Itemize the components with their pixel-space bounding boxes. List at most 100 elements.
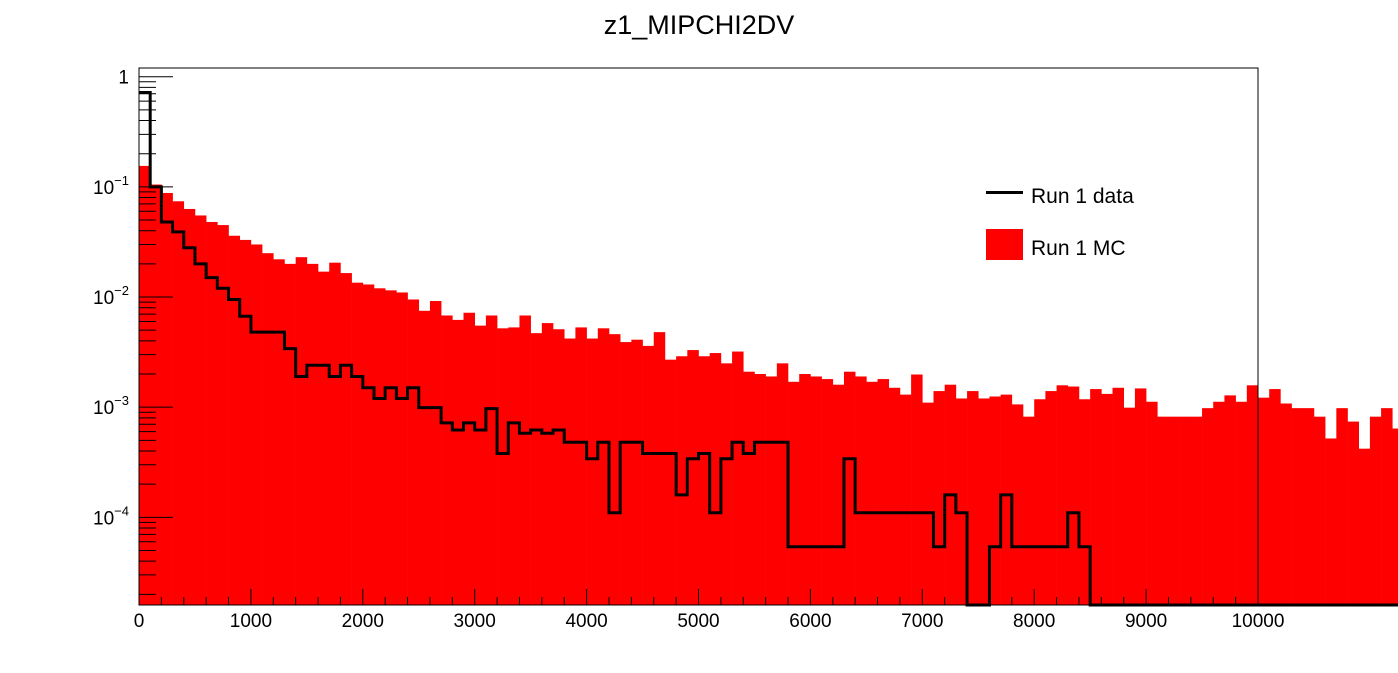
mc-histogram-bars bbox=[139, 165, 1398, 606]
mc-bar bbox=[933, 391, 945, 605]
mc-bar bbox=[351, 282, 364, 605]
mc-bar bbox=[698, 356, 710, 605]
mc-bar bbox=[821, 379, 834, 605]
mc-bar bbox=[586, 338, 599, 605]
x-tick-label: 6000 bbox=[789, 611, 831, 632]
mc-bar bbox=[1381, 408, 1393, 605]
legend-mc-swatch bbox=[986, 229, 1023, 260]
x-tick-label: 7000 bbox=[901, 611, 943, 632]
mc-bar bbox=[519, 315, 531, 605]
mc-bar bbox=[1213, 401, 1225, 605]
mc-bar bbox=[899, 394, 912, 605]
mc-bar bbox=[318, 271, 330, 605]
mc-bar bbox=[720, 363, 733, 605]
mc-bar bbox=[239, 239, 252, 605]
mc-bar bbox=[866, 381, 878, 605]
mc-bar bbox=[676, 356, 688, 605]
y-tick-label: 10−2 bbox=[93, 283, 129, 309]
mc-bar bbox=[485, 315, 498, 605]
mc-bar bbox=[284, 263, 296, 605]
mc-bar bbox=[843, 371, 856, 605]
mc-bar bbox=[1045, 391, 1057, 605]
mc-bar bbox=[1258, 397, 1270, 605]
legend-data-label: Run 1 data bbox=[1031, 185, 1134, 208]
mc-bar bbox=[396, 292, 408, 605]
mc-bar bbox=[553, 329, 565, 605]
mc-bar bbox=[631, 339, 643, 605]
mc-bar bbox=[1101, 393, 1113, 605]
mc-bar bbox=[597, 328, 610, 605]
y-tick-label: 10−3 bbox=[93, 393, 129, 419]
mc-bar bbox=[262, 253, 274, 605]
mc-bar bbox=[1280, 403, 1292, 605]
mc-bar bbox=[541, 323, 554, 605]
x-tick-label: 4000 bbox=[565, 611, 607, 632]
mc-bar bbox=[1000, 394, 1013, 605]
mc-bar bbox=[978, 398, 990, 605]
mc-bar bbox=[799, 374, 811, 605]
x-tick-label: 1000 bbox=[230, 611, 272, 632]
mc-bar bbox=[1157, 416, 1169, 605]
mc-bar bbox=[888, 387, 901, 605]
mc-bar bbox=[810, 376, 822, 605]
mc-bar bbox=[1325, 438, 1337, 605]
mc-bar bbox=[653, 332, 666, 605]
mc-bar bbox=[608, 334, 621, 605]
mc-bar bbox=[206, 221, 218, 606]
mc-bar bbox=[1067, 386, 1080, 605]
mc-bar bbox=[1336, 408, 1348, 605]
y-tick-label: 10−4 bbox=[93, 503, 129, 529]
mc-bar bbox=[911, 374, 923, 605]
x-tick-label: 3000 bbox=[454, 611, 496, 632]
mc-bar bbox=[1190, 416, 1203, 605]
mc-bar bbox=[955, 398, 968, 605]
mc-bar bbox=[228, 235, 241, 605]
axis-ticks bbox=[138, 76, 1259, 605]
mc-bar bbox=[922, 402, 934, 605]
mc-bar bbox=[1291, 408, 1304, 605]
mc-bar bbox=[1246, 385, 1259, 605]
x-tick-label: 9000 bbox=[1125, 611, 1167, 632]
mc-bar bbox=[1179, 416, 1192, 605]
x-tick-label: 0 bbox=[134, 611, 145, 632]
mc-bar bbox=[463, 312, 475, 605]
mc-bar bbox=[1269, 389, 1281, 605]
mc-bar bbox=[530, 333, 543, 605]
mc-bar bbox=[1011, 404, 1024, 605]
mc-bar bbox=[664, 359, 677, 605]
mc-bar bbox=[217, 225, 229, 605]
mc-bar bbox=[855, 376, 867, 605]
mc-bar bbox=[295, 257, 308, 605]
legend: Run 1 data Run 1 MC bbox=[986, 185, 1134, 260]
mc-bar bbox=[373, 288, 386, 605]
mc-bar bbox=[1392, 428, 1398, 605]
mc-bar bbox=[575, 327, 587, 605]
mc-bar bbox=[832, 384, 845, 605]
mc-bar bbox=[1023, 416, 1035, 605]
chart-title: z1_MIPCHI2DV bbox=[604, 10, 795, 40]
mc-bar bbox=[1123, 407, 1136, 605]
mc-bar bbox=[362, 284, 375, 605]
mc-bar bbox=[1056, 385, 1069, 605]
mc-bar bbox=[508, 327, 520, 605]
mc-bar bbox=[642, 345, 655, 605]
mc-bar bbox=[765, 376, 778, 605]
mc-bar bbox=[340, 273, 352, 605]
mc-bar bbox=[743, 371, 755, 605]
mc-bar bbox=[1146, 401, 1158, 605]
legend-data-swatch bbox=[986, 191, 1023, 194]
mc-bar bbox=[1313, 416, 1326, 605]
mc-bar bbox=[1134, 388, 1147, 605]
mc-bar bbox=[754, 374, 766, 605]
x-tick-label: 8000 bbox=[1013, 611, 1055, 632]
mc-bar bbox=[1369, 416, 1382, 605]
mc-bar bbox=[385, 290, 397, 605]
mc-bar bbox=[1235, 401, 1248, 605]
mc-bar bbox=[273, 259, 285, 605]
mc-bar bbox=[407, 299, 420, 605]
mc-bar bbox=[1168, 416, 1180, 605]
mc-bar bbox=[329, 262, 341, 605]
mc-bar bbox=[250, 244, 263, 605]
mc-bar bbox=[1302, 408, 1315, 605]
